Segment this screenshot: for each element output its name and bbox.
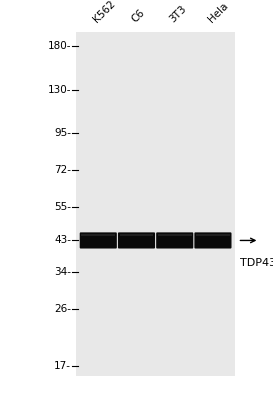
Text: 95-: 95- <box>54 128 71 138</box>
Text: K562: K562 <box>91 0 117 24</box>
Text: 55-: 55- <box>54 202 71 212</box>
FancyBboxPatch shape <box>194 232 232 248</box>
FancyBboxPatch shape <box>76 32 235 376</box>
FancyBboxPatch shape <box>156 232 193 248</box>
Text: 180-: 180- <box>48 41 71 51</box>
Text: TDP43: TDP43 <box>240 258 273 268</box>
FancyBboxPatch shape <box>80 232 117 248</box>
Text: C6: C6 <box>129 7 146 24</box>
FancyBboxPatch shape <box>81 234 115 236</box>
FancyBboxPatch shape <box>158 234 192 236</box>
FancyBboxPatch shape <box>118 232 155 248</box>
Text: 26-: 26- <box>54 304 71 314</box>
Text: 43-: 43- <box>54 236 71 246</box>
Text: 3T3: 3T3 <box>168 3 189 24</box>
Text: 34-: 34- <box>54 267 71 277</box>
Text: 130-: 130- <box>48 85 71 95</box>
Text: Hela: Hela <box>206 0 230 24</box>
FancyBboxPatch shape <box>196 234 230 236</box>
FancyBboxPatch shape <box>120 234 153 236</box>
Text: 72-: 72- <box>54 166 71 176</box>
Text: 17-: 17- <box>54 362 71 372</box>
